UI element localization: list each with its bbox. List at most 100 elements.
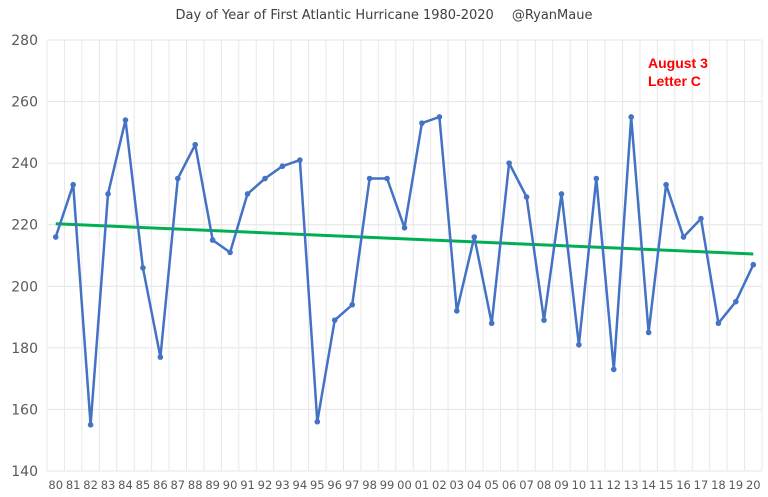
data-point	[401, 224, 408, 231]
data-point	[750, 261, 757, 268]
x-tick-label: 20	[746, 478, 761, 492]
data-point	[436, 114, 443, 120]
chart-title: Day of Year of First Atlantic Hurricane …	[0, 8, 768, 23]
data-point	[610, 366, 617, 373]
x-tick-label: 17	[694, 478, 709, 492]
y-tick-label: 240	[11, 156, 38, 172]
gridlines	[46, 39, 763, 472]
x-tick-label: 99	[380, 478, 395, 492]
data-point	[349, 301, 355, 308]
data-point	[628, 114, 635, 120]
data-point	[157, 354, 164, 360]
x-tick-label: 05	[484, 478, 499, 492]
data-point	[558, 191, 565, 197]
y-axis: 140 160 180 200 220 240 260 280	[11, 33, 38, 480]
data-point	[52, 234, 59, 240]
data-point	[122, 117, 129, 123]
x-tick-label: 11	[589, 478, 604, 492]
y-tick-label: 220	[11, 218, 38, 234]
data-point	[645, 329, 652, 336]
x-tick-label: 90	[223, 478, 238, 492]
x-tick-label: 91	[240, 478, 255, 492]
data-point	[331, 317, 338, 323]
data-point	[105, 191, 111, 197]
data-point	[262, 175, 268, 182]
data-point	[663, 181, 669, 188]
x-tick-label: 80	[48, 478, 63, 492]
data-point	[297, 157, 303, 163]
x-tick-label: 93	[275, 478, 290, 492]
data-point	[593, 175, 600, 182]
x-tick-label: 15	[659, 478, 674, 492]
x-tick-label: 82	[83, 478, 98, 492]
annotation-date: August 3	[648, 55, 708, 71]
x-tick-label: 16	[676, 478, 691, 492]
y-tick-label: 160	[11, 402, 38, 418]
data-point	[419, 120, 425, 126]
x-tick-label: 13	[624, 478, 639, 492]
x-tick-label: 10	[572, 478, 587, 492]
annotation: August 3 Letter C	[648, 54, 708, 90]
annotation-letter: Letter C	[648, 73, 701, 89]
x-tick-label: 19	[729, 478, 744, 492]
data-point	[471, 234, 478, 240]
data-point	[70, 181, 76, 188]
x-tick-label: 85	[136, 478, 151, 492]
x-tick-label: 01	[415, 478, 430, 492]
y-tick-label: 260	[11, 95, 38, 111]
data-point	[140, 265, 146, 271]
data-series	[52, 114, 757, 428]
x-tick-label: 95	[310, 478, 325, 492]
data-point	[244, 191, 251, 197]
y-tick-label: 180	[11, 341, 38, 357]
data-point	[209, 237, 216, 243]
data-point	[279, 163, 286, 170]
x-tick-label: 81	[66, 478, 81, 492]
data-point	[541, 317, 547, 323]
x-tick-label: 84	[118, 478, 133, 492]
x-tick-label: 06	[502, 478, 517, 492]
data-point	[366, 175, 373, 182]
data-point	[488, 320, 495, 327]
x-tick-label: 00	[397, 478, 412, 492]
x-tick-label: 83	[101, 478, 116, 492]
x-tick-label: 94	[293, 478, 308, 492]
x-tick-label: 96	[327, 478, 342, 492]
data-point	[314, 418, 321, 425]
x-tick-label: 89	[205, 478, 220, 492]
x-tick-label: 04	[467, 478, 482, 492]
y-tick-label: 140	[11, 464, 38, 480]
x-tick-label: 02	[432, 478, 447, 492]
data-point	[523, 194, 530, 200]
data-point	[174, 175, 181, 182]
x-tick-label: 08	[537, 478, 552, 492]
x-tick-label: 87	[170, 478, 185, 492]
y-tick-label: 200	[11, 279, 38, 295]
x-tick-label: 97	[345, 478, 360, 492]
x-tick-label: 18	[711, 478, 726, 492]
data-point	[506, 160, 512, 166]
x-tick-label: 09	[554, 478, 569, 492]
data-point	[715, 320, 722, 327]
data-point	[698, 215, 704, 222]
x-tick-label: 88	[188, 478, 203, 492]
data-point	[454, 308, 460, 314]
data-point	[733, 298, 739, 305]
x-tick-label: 86	[153, 478, 168, 492]
x-tick-label: 12	[606, 478, 621, 492]
data-point	[227, 249, 233, 256]
x-axis: 80 81 82 83 84 85 86 87 88 89 90 91 92 93 94 95 96 97 98 99…	[48, 478, 760, 492]
x-tick-label: 07	[519, 478, 534, 492]
y-tick-label: 280	[11, 33, 38, 49]
data-point	[576, 341, 582, 348]
data-point	[680, 234, 687, 240]
x-tick-label: 98	[362, 478, 377, 492]
title-text: Day of Year of First Atlantic Hurricane …	[175, 8, 494, 23]
x-tick-label: 03	[449, 478, 464, 492]
data-point	[87, 422, 94, 428]
x-tick-label: 14	[641, 478, 656, 492]
data-point	[192, 141, 199, 148]
data-point	[384, 175, 390, 182]
x-tick-label: 92	[258, 478, 273, 492]
